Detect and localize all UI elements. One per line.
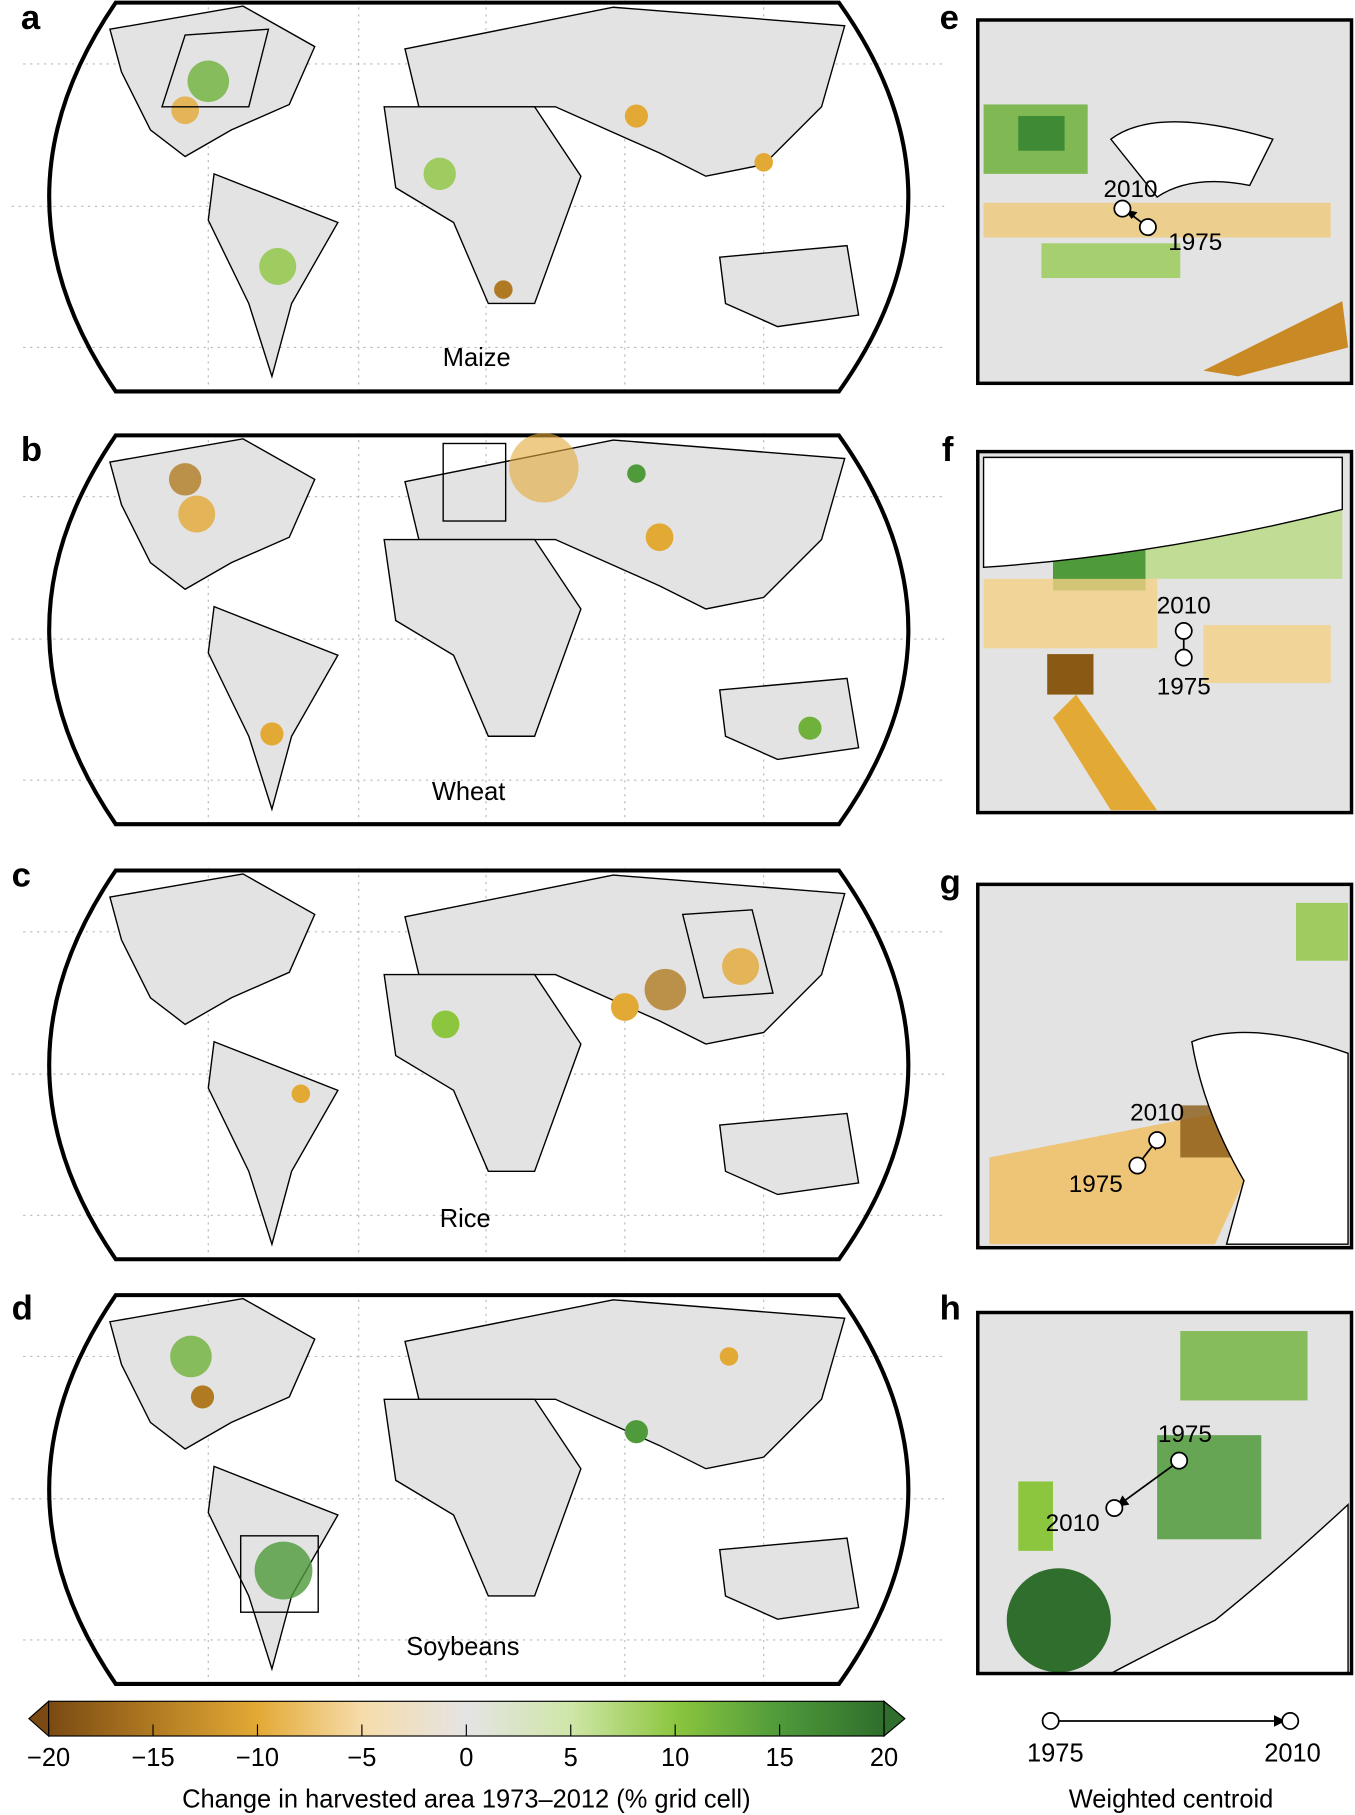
crop-label-wheat: Wheat [432, 778, 506, 806]
centroid-start-year: 1975 [1158, 1421, 1212, 1448]
legend-start-year: 1975 [1027, 1739, 1084, 1767]
change-patches [170, 1335, 739, 1600]
panel-letter-a: a [21, 0, 41, 37]
panel-letter-c: c [12, 857, 31, 895]
panel-letter-h: h [940, 1289, 961, 1327]
colorbar-title: Change in harvested area 1973–2012 (% gr… [182, 1786, 750, 1814]
colorbar-tick-label: −5 [347, 1744, 376, 1772]
start-marker [1041, 1711, 1060, 1730]
panel-letter-d: d [12, 1289, 33, 1327]
region-box [161, 28, 270, 108]
colorbar-tick-label: −10 [236, 1744, 279, 1772]
colorbar-tick-label: 10 [661, 1744, 689, 1772]
panel-a-maize-map [12, 0, 949, 393]
colorbar-tick-label: 20 [870, 1744, 898, 1772]
colorbar-tick-label: 0 [459, 1744, 473, 1772]
panel-letter-g: g [940, 864, 961, 902]
colorbar-tick-label: 15 [765, 1744, 793, 1772]
colorbar-tick-label: −20 [27, 1744, 70, 1772]
centroid-start-year: 1975 [1168, 229, 1222, 256]
crop-label-rice: Rice [440, 1205, 491, 1233]
crop-label-maize: Maize [443, 344, 511, 372]
panel-letter-b: b [21, 431, 42, 469]
centroid-end-year: 2010 [1130, 1099, 1184, 1126]
centroid-end-year: 2010 [1157, 593, 1211, 620]
centroid-start-year: 1975 [1069, 1171, 1123, 1198]
legend-end-year: 2010 [1264, 1739, 1321, 1767]
change-patches [168, 433, 822, 746]
inset-g: 2010 1975 [976, 882, 1354, 1250]
panel-c-rice-map [12, 868, 949, 1261]
inset-h: 1975 2010 [976, 1310, 1354, 1676]
change-patches [171, 60, 773, 299]
region-box [442, 442, 507, 522]
colorbar-max-arrow [883, 1700, 906, 1738]
colorbar-tick-label: −15 [131, 1744, 174, 1772]
inset-e: 2010 1975 [976, 18, 1354, 386]
panel-letter-f: f [942, 431, 954, 469]
colorbar-min-arrow [28, 1700, 50, 1738]
legend-title: Weighted centroid [1069, 1786, 1274, 1814]
inset-f: 2010 1975 [976, 449, 1354, 815]
colorbar: −20 −15 −10 −5 0 5 10 15 20 Change in harvested … [27, 1700, 906, 1814]
panel-b-wheat-map [12, 433, 949, 826]
centroid-end-year: 2010 [1046, 1510, 1100, 1537]
change-patches [291, 947, 760, 1104]
region-box [239, 1535, 319, 1613]
region-box [681, 909, 774, 999]
centroid-start-year: 1975 [1157, 674, 1211, 701]
crop-label-soybeans: Soybeans [406, 1633, 519, 1661]
centroid-end-year: 2010 [1104, 176, 1158, 203]
panel-d-soybeans-map [12, 1293, 949, 1686]
panel-letter-e: e [940, 0, 959, 37]
colorbar-tick-label: 5 [564, 1744, 578, 1772]
end-marker [1281, 1711, 1300, 1730]
centroid-legend: 1975 2010 Weighted centroid [1027, 1711, 1321, 1814]
